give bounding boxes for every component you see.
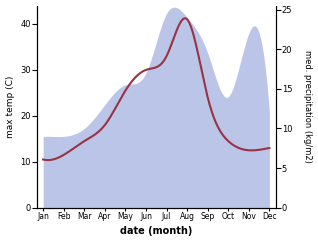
X-axis label: date (month): date (month)	[120, 227, 192, 236]
Y-axis label: med. precipitation (kg/m2): med. precipitation (kg/m2)	[303, 50, 313, 163]
Y-axis label: max temp (C): max temp (C)	[5, 76, 15, 138]
